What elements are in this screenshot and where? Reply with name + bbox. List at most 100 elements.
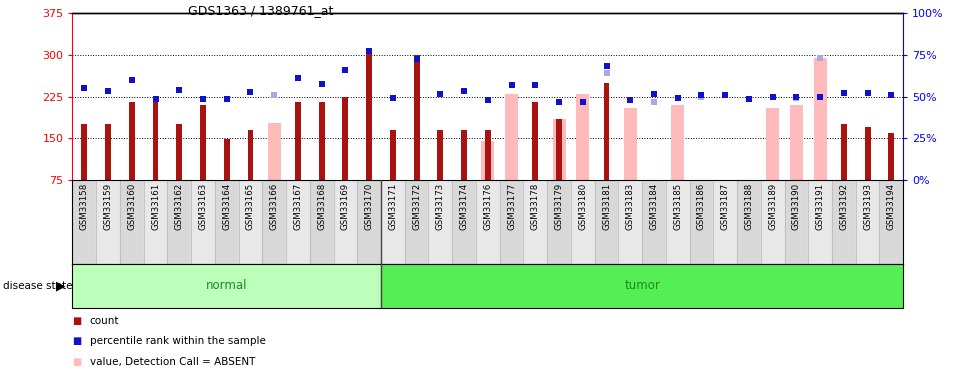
Bar — [438, 130, 443, 180]
Bar — [461, 130, 468, 180]
Text: GSM33181: GSM33181 — [602, 183, 611, 230]
Bar — [481, 141, 495, 180]
Text: GSM33178: GSM33178 — [530, 183, 540, 230]
Bar — [642, 180, 666, 264]
Bar — [532, 102, 538, 180]
Text: GSM33176: GSM33176 — [483, 183, 493, 230]
Text: GSM33194: GSM33194 — [887, 183, 895, 230]
Text: GSM33180: GSM33180 — [579, 183, 587, 230]
Bar — [286, 180, 310, 264]
Bar — [571, 180, 595, 264]
Bar — [319, 102, 325, 180]
Bar — [144, 180, 167, 264]
Bar — [813, 58, 827, 180]
Bar — [784, 180, 809, 264]
Bar — [105, 124, 111, 180]
Bar — [120, 180, 144, 264]
Text: GSM33173: GSM33173 — [436, 183, 445, 230]
Bar — [690, 180, 713, 264]
Bar — [476, 180, 499, 264]
Text: tumor: tumor — [624, 279, 660, 292]
Text: GSM33172: GSM33172 — [412, 183, 421, 230]
Text: GSM33171: GSM33171 — [388, 183, 397, 230]
Text: GSM33162: GSM33162 — [175, 183, 184, 230]
Text: value, Detection Call = ABSENT: value, Detection Call = ABSENT — [90, 357, 255, 367]
Bar — [333, 180, 357, 264]
Text: GSM33188: GSM33188 — [745, 183, 753, 230]
Text: GSM33161: GSM33161 — [151, 183, 160, 230]
Text: GSM33189: GSM33189 — [768, 183, 778, 230]
Bar — [390, 130, 396, 180]
Text: ▶: ▶ — [56, 279, 66, 292]
Bar — [577, 94, 589, 180]
Bar — [239, 180, 263, 264]
Bar — [381, 180, 405, 264]
Text: GSM33183: GSM33183 — [626, 183, 635, 230]
Bar — [381, 264, 903, 308]
Bar — [671, 105, 684, 180]
Bar — [556, 119, 562, 180]
Bar — [153, 102, 158, 180]
Bar — [809, 180, 832, 264]
Bar — [499, 180, 524, 264]
Bar — [766, 108, 780, 180]
Text: GSM33174: GSM33174 — [460, 183, 469, 230]
Bar — [357, 180, 381, 264]
Text: GSM33193: GSM33193 — [863, 183, 872, 230]
Bar — [295, 102, 301, 180]
Bar — [429, 180, 452, 264]
Text: GSM33163: GSM33163 — [198, 183, 208, 230]
Bar — [666, 180, 690, 264]
Text: GSM33167: GSM33167 — [294, 183, 302, 230]
Bar — [865, 127, 870, 180]
Bar — [856, 180, 879, 264]
Text: GSM33170: GSM33170 — [364, 183, 374, 230]
Bar — [413, 55, 419, 180]
Text: GSM33158: GSM33158 — [80, 183, 89, 230]
Bar — [81, 124, 87, 180]
Text: ■: ■ — [72, 357, 82, 367]
Bar — [343, 96, 349, 180]
Text: GSM33169: GSM33169 — [341, 183, 350, 230]
Bar — [366, 52, 372, 180]
Bar — [191, 180, 214, 264]
Text: GSM33185: GSM33185 — [673, 183, 682, 230]
Bar — [224, 140, 230, 180]
Text: GSM33187: GSM33187 — [721, 183, 729, 230]
Bar — [547, 180, 571, 264]
Bar — [832, 180, 856, 264]
Text: percentile rank within the sample: percentile rank within the sample — [90, 336, 266, 346]
Bar — [200, 105, 206, 180]
Bar — [713, 180, 737, 264]
Bar — [604, 82, 610, 180]
Bar — [247, 130, 253, 180]
Text: GSM33177: GSM33177 — [507, 183, 516, 230]
Bar — [214, 180, 239, 264]
Bar — [128, 102, 135, 180]
Text: ■: ■ — [72, 336, 82, 346]
Text: GSM33192: GSM33192 — [839, 183, 848, 230]
Bar — [761, 180, 784, 264]
Text: normal: normal — [206, 279, 247, 292]
Bar — [167, 180, 191, 264]
Text: GSM33166: GSM33166 — [270, 183, 279, 230]
Text: ■: ■ — [72, 316, 82, 326]
Bar — [177, 124, 183, 180]
Text: GSM33190: GSM33190 — [792, 183, 801, 230]
Bar — [737, 180, 761, 264]
Bar — [485, 130, 491, 180]
Bar — [879, 180, 903, 264]
Bar — [790, 105, 803, 180]
Bar — [505, 94, 518, 180]
Bar — [268, 123, 281, 180]
Bar — [553, 119, 565, 180]
Text: disease state: disease state — [3, 281, 72, 291]
Text: GSM33165: GSM33165 — [246, 183, 255, 230]
Text: GSM33191: GSM33191 — [815, 183, 825, 230]
Text: GDS1363 / 1389761_at: GDS1363 / 1389761_at — [188, 4, 333, 17]
Bar — [263, 180, 286, 264]
Bar — [524, 180, 547, 264]
Bar — [452, 180, 476, 264]
Text: GSM33186: GSM33186 — [696, 183, 706, 230]
Bar — [72, 264, 381, 308]
